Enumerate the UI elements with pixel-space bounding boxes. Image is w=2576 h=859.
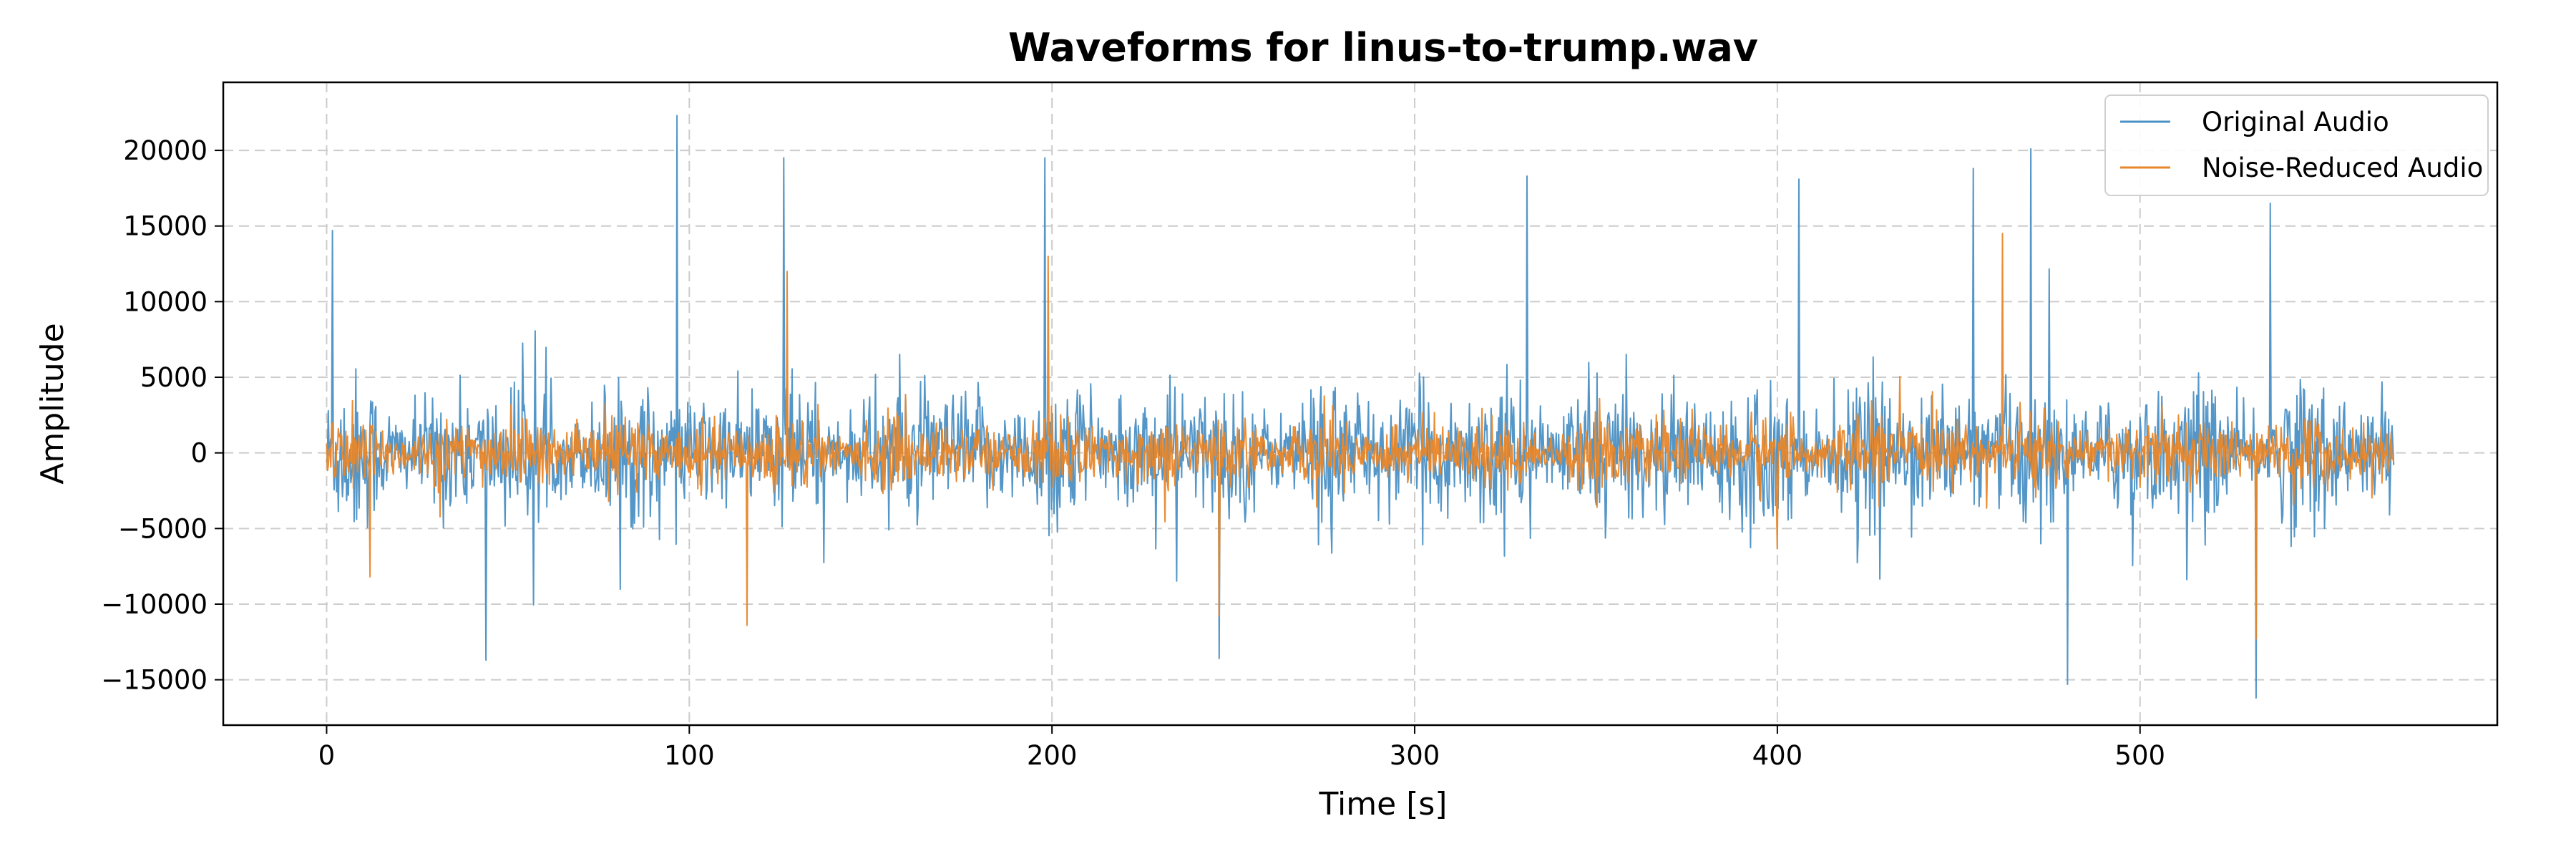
y-tick-label: 10000 [123, 286, 208, 317]
y-tick-label: −15000 [101, 665, 208, 696]
y-tick-label: 20000 [123, 135, 208, 166]
y-tick-label: −10000 [101, 589, 208, 620]
y-axis-ticks: −15000 −10000 −5000 0 5000 10000 15000 20000 [101, 135, 223, 696]
x-axis-label: Time [s] [1319, 786, 1448, 822]
legend-box [2104, 94, 2489, 196]
x-tick-label: 100 [664, 740, 715, 771]
x-axis-ticks: 0 100 200 300 400 500 [318, 725, 2165, 771]
legend: Original Audio Noise-Reduced Audio [2104, 94, 2489, 196]
y-tick-label: 5000 [140, 362, 208, 393]
x-tick-label: 500 [2114, 740, 2165, 771]
x-tick-label: 300 [1390, 740, 1440, 771]
axes-frame [222, 81, 2499, 727]
chart-title: Waveforms for linus-to-trump.wav [1008, 25, 1758, 70]
y-tick-label: 0 [190, 438, 208, 469]
y-tick-label: −5000 [118, 513, 208, 544]
x-tick-label: 200 [1027, 740, 1078, 771]
x-tick-label: 0 [318, 740, 336, 771]
series-noise-reduced-audio [326, 233, 2395, 640]
legend-label-noise-reduced: Noise-Reduced Audio [2202, 152, 2483, 183]
plot-area [326, 115, 2395, 699]
grid-lines [223, 82, 2497, 725]
y-axis-label: Amplitude [34, 323, 71, 484]
x-tick-label: 400 [1752, 740, 1803, 771]
series-original-audio [326, 115, 2395, 699]
legend-label-original: Original Audio [2202, 107, 2389, 137]
y-tick-label: 15000 [123, 211, 208, 242]
